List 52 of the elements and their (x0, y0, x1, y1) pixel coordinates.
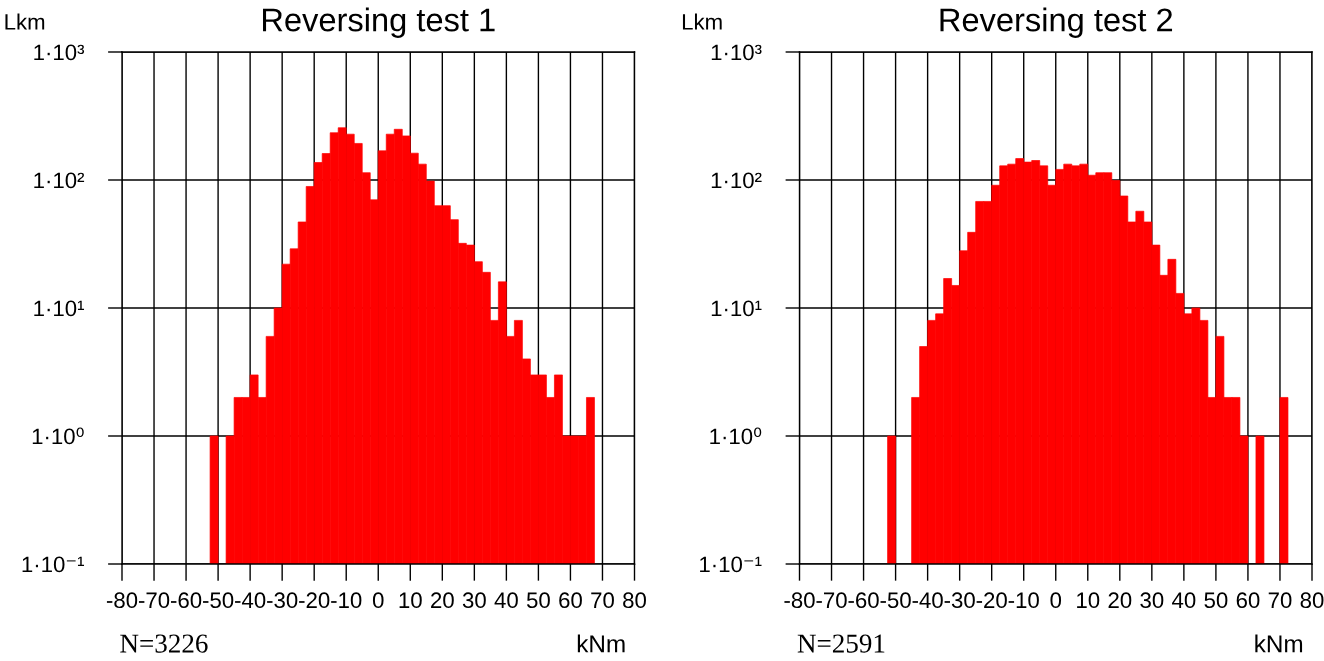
x-tick-label: -10 (1008, 592, 1039, 609)
text: N=2591 (797, 634, 885, 653)
x-tick-label: -30 (267, 592, 298, 609)
x-tick-label: -10 (331, 592, 362, 609)
x-tick-label: 50 (526, 592, 550, 609)
x-axis-title: kNm (577, 634, 625, 653)
y-tick-label: 1·10¹ (34, 300, 85, 317)
y-tick-label: 1·10³ (34, 44, 85, 61)
x-tick-label: -50 (880, 592, 911, 609)
y-tick-label: 1·10³ (711, 44, 762, 61)
x-tick-label: 10 (1077, 592, 1100, 609)
x-tick-label: 80 (1300, 592, 1324, 609)
chart-title: Reversing test 1 (263, 7, 495, 38)
x-tick-label: -30 (944, 592, 975, 609)
x-tick-label: -20 (976, 592, 1007, 609)
x-tick-label: 40 (1172, 592, 1196, 609)
y-tick-label: 1·10² (34, 172, 85, 189)
x-tick-label: -70 (816, 592, 847, 609)
x-tick-label: 40 (494, 592, 518, 609)
x-tick-label: 30 (462, 592, 486, 609)
x-tick-label: 20 (1108, 592, 1132, 609)
x-tick-label: 50 (1204, 592, 1228, 609)
chart-title: Reversing test 2 (940, 7, 1173, 38)
y-tick-label: 1·10⁰ (32, 427, 84, 445)
x-tick-label: 0 (1050, 592, 1062, 609)
x-tick-label: 10 (399, 592, 422, 609)
x-tick-label: -40 (235, 592, 266, 609)
x-axis-title: kNm (1255, 634, 1303, 653)
y-tick-label: 1·10⁰ (710, 427, 762, 445)
y-tick-label: 1·10² (711, 172, 762, 189)
y-tick-label: 1·10¹ (711, 300, 762, 317)
y-axis-title: Lkm (682, 13, 722, 30)
x-tick-label: -70 (138, 592, 170, 609)
x-tick-label: 80 (623, 592, 646, 609)
x-tick-label: 60 (1236, 592, 1260, 609)
x-tick-label: 30 (1140, 592, 1164, 609)
x-tick-label: -80 (784, 592, 815, 609)
x-tick-label: 70 (1268, 592, 1292, 609)
text: N=3226 (120, 634, 208, 653)
x-tick-label: -20 (299, 592, 330, 609)
x-tick-label: 20 (431, 592, 454, 609)
y-axis-title: Lkm (5, 13, 45, 30)
x-tick-label: 70 (591, 592, 614, 609)
x-tick-label: 0 (372, 592, 384, 609)
y-tick-label: 1·10⁻¹ (700, 556, 762, 573)
x-tick-label: -60 (848, 592, 879, 609)
x-tick-label: -40 (912, 592, 943, 609)
y-tick-label: 1·10⁻¹ (22, 556, 85, 573)
x-tick-label: 60 (559, 592, 582, 609)
x-tick-label: -60 (170, 592, 202, 609)
x-tick-label: -80 (106, 592, 138, 609)
x-tick-label: -50 (203, 592, 234, 609)
